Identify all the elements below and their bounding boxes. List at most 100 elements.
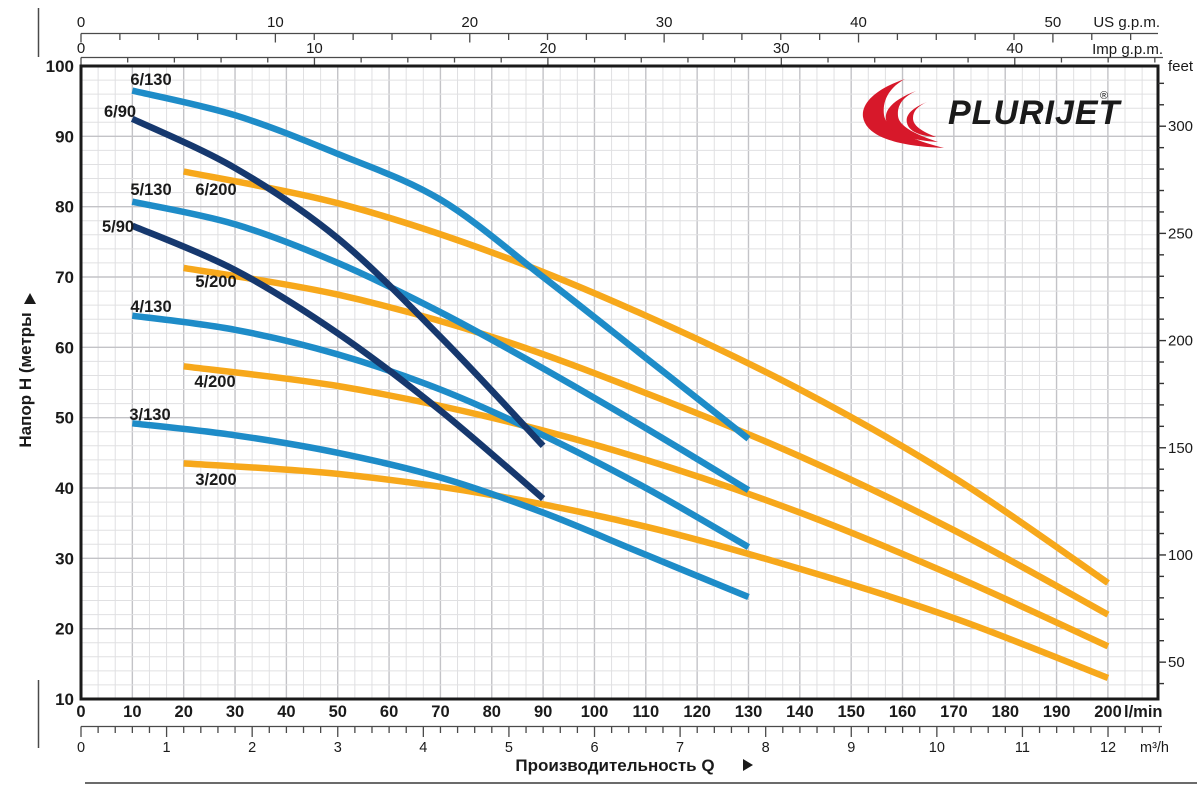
logo-registered-mark: ® — [1100, 90, 1108, 102]
head-m-tick-label: 30 — [55, 549, 74, 568]
curve-6-130 — [131, 87, 751, 442]
curve-6-200 — [183, 168, 1110, 586]
curve-3-130 — [131, 420, 750, 601]
lmin-tick-label: 60 — [380, 703, 398, 721]
curve-5-200 — [183, 264, 1110, 618]
curve-label-6-90: 6/90 — [104, 103, 136, 121]
m3h-tick-label: 8 — [762, 740, 770, 756]
curve-6-90 — [130, 115, 546, 449]
curve-5-90 — [131, 222, 546, 502]
lmin-tick-label: 120 — [683, 703, 711, 721]
lmin-tick-label: 130 — [735, 703, 763, 721]
imp-gpm-tick-label: 0 — [77, 40, 85, 57]
lmin-tick-label: 50 — [329, 703, 347, 721]
head-m-tick-label: 20 — [55, 620, 74, 639]
m3h-tick-label: 1 — [163, 740, 171, 756]
head-m-tick-label: 10 — [55, 690, 74, 709]
head-m-tick-label: 100 — [46, 57, 74, 76]
us-gpm-tick-label: 20 — [461, 14, 478, 31]
y-axis-title: Напор H (метры — [16, 312, 35, 447]
lmin-tick-label: 0 — [76, 703, 85, 721]
curve-4-130 — [131, 312, 751, 550]
us-gpm-tick-label: 40 — [850, 14, 867, 31]
lmin-tick-label: 70 — [431, 703, 449, 721]
m3h-tick-label: 11 — [1015, 740, 1030, 756]
head-m-tick-label: 80 — [55, 198, 74, 217]
curve-label-5-200: 5/200 — [195, 273, 236, 291]
feet-tick-label: 300 — [1168, 118, 1193, 135]
m3h-tick-label: 7 — [676, 740, 684, 756]
curve-4-200 — [183, 363, 1110, 650]
lmin-tick-label: 190 — [1043, 703, 1071, 721]
plot-border — [79, 64, 1160, 701]
feet-tick-label: 50 — [1168, 654, 1185, 671]
plurijet-logo: PLURIJET ® — [862, 79, 1123, 148]
curve-label-5-90: 5/90 — [102, 218, 134, 236]
plot-frame-layer — [79, 64, 1160, 701]
feet-tick-label: 150 — [1168, 440, 1193, 457]
m3h-tick-label: 4 — [419, 740, 427, 756]
m3h-tick-label: 0 — [77, 740, 85, 756]
logo-brand-text: PLURIJET — [948, 94, 1123, 132]
imp-gpm-unit-label: Imp g.p.m. — [1092, 41, 1163, 58]
x-axis-arrow-icon — [743, 759, 753, 771]
head-m-tick-label: 60 — [55, 338, 74, 357]
lmin-tick-label: 110 — [633, 703, 660, 721]
m3h-unit-label: m³/h — [1140, 740, 1169, 756]
logo-swoosh-icon — [862, 79, 944, 148]
y-axis-arrow-icon — [24, 293, 36, 304]
lmin-tick-label: 80 — [483, 703, 501, 721]
us-gpm-tick-label: 50 — [1045, 14, 1062, 31]
feet-tick-label: 200 — [1168, 333, 1193, 350]
head-m-tick-label: 40 — [55, 479, 74, 498]
us-gpm-tick-label: 0 — [77, 14, 85, 31]
curve-labels-layer: 6/200 5/200 4/200 3/200 6/130 5/130 4/130 3/130… — [102, 71, 237, 489]
curves-layer — [130, 87, 1110, 681]
m3h-tick-label: 12 — [1100, 740, 1116, 756]
m3h-tick-label: 10 — [929, 740, 945, 756]
us-gpm-tick-label: 30 — [656, 14, 673, 31]
head-m-tick-label: 90 — [55, 127, 74, 146]
lmin-tick-label: 200 — [1094, 703, 1122, 721]
feet-tick-label: 250 — [1168, 225, 1193, 242]
lmin-tick-label: 40 — [277, 703, 295, 721]
m3h-tick-label: 3 — [334, 740, 342, 756]
lmin-tick-label: 160 — [889, 703, 917, 721]
curve-label-4-130: 4/130 — [130, 298, 171, 316]
imp-gpm-tick-label: 10 — [306, 40, 323, 57]
lmin-tick-label: 20 — [175, 703, 193, 721]
curve-label-4-200: 4/200 — [194, 373, 235, 391]
m3h-tick-label: 2 — [248, 740, 256, 756]
m3h-tick-label: 5 — [505, 740, 513, 756]
lmin-tick-label: 10 — [123, 703, 141, 721]
us-gpm-tick-label: 10 — [267, 14, 284, 31]
lmin-tick-label: 170 — [940, 703, 968, 721]
m3h-tick-label: 9 — [847, 740, 855, 756]
imp-gpm-tick-label: 30 — [773, 40, 790, 57]
lmin-tick-label: 150 — [837, 703, 865, 721]
lmin-tick-label: 180 — [992, 703, 1020, 721]
curve-label-6-130: 6/130 — [130, 71, 171, 89]
feet-tick-label: 100 — [1168, 547, 1193, 564]
lmin-unit-label: l/min — [1124, 703, 1163, 721]
lmin-tick-label: 90 — [534, 703, 552, 721]
curve-label-5-130: 5/130 — [130, 181, 171, 199]
x-axis-title: Производительность Q — [515, 756, 714, 775]
lmin-tick-label: 30 — [226, 703, 244, 721]
head-m-tick-label: 70 — [55, 268, 74, 287]
curve-label-3-130: 3/130 — [129, 406, 170, 424]
curve-3-200 — [183, 460, 1110, 681]
curve-label-3-200: 3/200 — [195, 471, 236, 489]
imp-gpm-tick-label: 20 — [540, 40, 557, 57]
curve-label-6-200: 6/200 — [195, 181, 236, 199]
lmin-tick-label: 100 — [581, 703, 609, 721]
lmin-tick-label: 140 — [786, 703, 814, 721]
feet-unit-label: feet — [1168, 58, 1194, 75]
head-m-tick-label: 50 — [55, 409, 74, 428]
curve-5-130 — [131, 198, 751, 493]
us-gpm-unit-label: US g.p.m. — [1093, 14, 1160, 31]
m3h-tick-label: 6 — [590, 740, 598, 756]
